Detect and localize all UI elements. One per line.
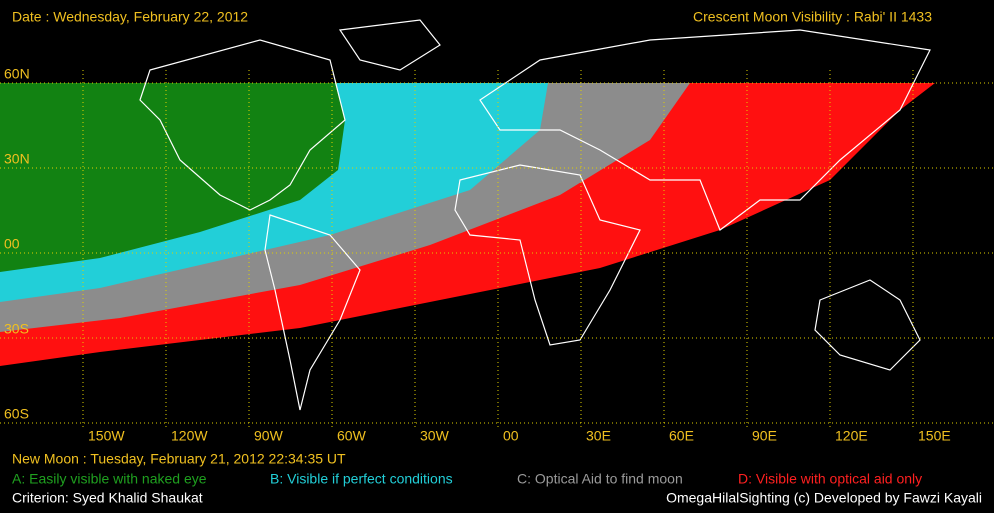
lon-label: 150E — [918, 428, 951, 444]
lon-label: 90E — [752, 428, 777, 444]
lon-label-strip — [0, 428, 994, 446]
legend-a: A: Easily visible with naked eye — [12, 471, 207, 487]
lon-label: 60E — [669, 428, 694, 444]
lon-label: 00 — [503, 428, 519, 444]
lon-label: 30E — [586, 428, 611, 444]
lat-label: 30N — [4, 151, 30, 167]
lon-label: 60W — [337, 428, 367, 444]
criterion: Criterion: Syed Khalid Shaukat — [12, 490, 203, 506]
eurasia — [479, 29, 931, 231]
lat-label: 00 — [4, 236, 20, 252]
legend-c: C: Optical Aid to find moon — [517, 471, 683, 487]
lat-label: 60N — [4, 66, 30, 82]
coastlines — [139, 19, 931, 411]
title: Crescent Moon Visibility : Rabi' II 1433 — [693, 9, 932, 25]
north-america — [139, 39, 346, 211]
lon-label: 30W — [420, 428, 450, 444]
greenland — [338, 19, 441, 71]
south-america — [264, 214, 361, 411]
lat-label: 30S — [4, 321, 29, 337]
new-moon: New Moon : Tuesday, February 21, 2012 22… — [12, 451, 346, 467]
credit: OmegaHilalSighting (c) Developed by Fawz… — [666, 490, 982, 506]
zone-a — [0, 83, 345, 272]
lon-label: 120W — [171, 428, 208, 444]
graticule — [0, 70, 994, 445]
lon-label: 150W — [88, 428, 125, 444]
legend-d: D: Visible with optical aid only — [738, 471, 922, 487]
lon-label: 90W — [254, 428, 284, 444]
lat-label: 60S — [4, 406, 29, 422]
australia — [814, 279, 921, 371]
africa — [454, 164, 641, 346]
lon-label: 120E — [835, 428, 868, 444]
legend-b: B: Visible if perfect conditions — [270, 471, 453, 487]
date: Date : Wednesday, February 22, 2012 — [12, 9, 248, 25]
